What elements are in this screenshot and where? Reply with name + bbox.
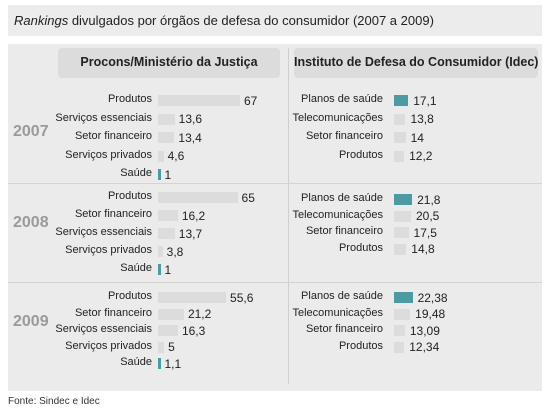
bar-saude: [158, 358, 161, 369]
chart-panel: [8, 44, 542, 391]
year-label-2007: 2007: [13, 123, 49, 140]
category-label-saude: Saúde: [120, 356, 152, 368]
column-separator: [288, 48, 289, 384]
bar-setor-financeiro: [394, 132, 406, 143]
bar-produtos: [394, 243, 407, 255]
bar-saude: [158, 169, 161, 180]
bar-servicos-privados: [158, 150, 164, 162]
value-label: 5: [168, 340, 175, 354]
bar-planos-de-saude: [394, 292, 413, 303]
value-label: 1,1: [164, 356, 182, 371]
value-label: 3,8: [166, 244, 184, 259]
bar-telecomunicacoes: [394, 113, 406, 125]
year-separator: [8, 282, 542, 283]
value-label: 13,6: [178, 112, 202, 126]
value-label: 14: [410, 130, 424, 145]
value-label: 12,2: [409, 149, 433, 163]
category-label-produtos: Produtos: [338, 241, 383, 254]
value-label: 16,3: [181, 323, 206, 338]
left-column-title: Procons/Ministério da Justiça: [80, 55, 258, 69]
category-label-produtos: Produtos: [338, 339, 383, 352]
category-label-saude: Saúde: [120, 167, 152, 179]
bar-produtos: [394, 150, 405, 162]
value-label: 16,2: [181, 208, 206, 223]
value-label: 55,6: [230, 290, 254, 305]
value-label: 20,5: [416, 209, 440, 223]
category-label-produtos: Produtos: [107, 190, 152, 202]
bar-setor-financeiro: [158, 308, 184, 320]
bar-planos-de-saude: [394, 95, 409, 106]
value-label: 65: [241, 190, 255, 205]
category-label-setor-financeiro: Setor financeiro: [305, 130, 383, 142]
bar-setor-financeiro: [158, 132, 175, 143]
category-label-produtos: Produtos: [107, 290, 152, 302]
category-label-servicos-privados: Serviços privados: [65, 339, 152, 352]
bar-setor-financeiro: [394, 325, 405, 336]
category-label-setor-financeiro: Setor financeiro: [305, 323, 383, 335]
bar-servicos-privados: [158, 246, 163, 257]
bar-saude: [158, 264, 161, 275]
bar-produtos: [158, 192, 238, 203]
bar-telecomunicacoes: [394, 308, 411, 320]
category-label-servicos-essenciais: Serviços essenciais: [55, 323, 152, 335]
category-label-setor-financeiro: Setor financeiro: [74, 306, 152, 319]
year-separator: [8, 183, 542, 184]
value-label: 17,1: [413, 93, 437, 108]
bar-servicos-essenciais: [158, 325, 178, 336]
title-italic: Rankings: [14, 13, 69, 28]
value-label: 17,5: [413, 225, 437, 240]
source-note: Fonte: Sindec e Idec: [8, 396, 100, 407]
bar-produtos: [158, 95, 240, 106]
value-label: 21,8: [417, 192, 441, 207]
chart-title: Rankings divulgados por órgãos de defesa…: [8, 5, 542, 36]
value-label: 13,4: [178, 130, 202, 145]
category-label-setor-financeiro: Setor financeiro: [74, 208, 152, 220]
value-label: 1: [164, 262, 172, 277]
bar-servicos-essenciais: [158, 228, 175, 239]
category-label-produtos: Produtos: [338, 148, 383, 161]
category-label-servicos-essenciais: Serviços essenciais: [55, 111, 152, 124]
category-label-planos-de-saude: Planos de saúde: [301, 192, 383, 204]
value-label: 22,38: [417, 290, 448, 305]
value-label: 19,48: [415, 307, 446, 321]
category-label-telecomunicacoes: Telecomunicações: [292, 111, 384, 124]
bar-planos-de-saude: [394, 194, 413, 205]
category-label-telecomunicacoes: Telecomunicações: [292, 306, 384, 319]
right-column-title: Instituto de Defesa do Consumidor (Idec): [294, 55, 539, 69]
value-label: 14,8: [411, 242, 435, 256]
bar-servicos-essenciais: [158, 113, 175, 125]
value-label: 67: [244, 93, 258, 108]
category-label-servicos-privados: Serviços privados: [65, 148, 152, 161]
category-label-setor-financeiro: Setor financeiro: [74, 130, 152, 142]
bar-produtos: [394, 341, 405, 353]
year-label-2009: 2009: [13, 313, 49, 330]
bar-produtos: [158, 292, 227, 303]
right-column-header: Instituto de Defesa do Consumidor (Idec): [294, 48, 538, 78]
value-label: 13,8: [410, 112, 434, 126]
category-label-planos-de-saude: Planos de saúde: [301, 93, 383, 105]
title-rest: divulgados por órgãos de defesa do consu…: [68, 13, 434, 28]
category-label-setor-financeiro: Setor financeiro: [305, 225, 383, 237]
bar-servicos-privados: [158, 341, 165, 353]
bar-setor-financeiro: [394, 227, 409, 238]
category-label-planos-de-saude: Planos de saúde: [301, 290, 383, 302]
category-label-servicos-essenciais: Serviços essenciais: [55, 226, 152, 238]
value-label: 12,34: [409, 340, 440, 354]
category-label-servicos-privados: Serviços privados: [65, 244, 152, 256]
left-column-header: Procons/Ministério da Justiça: [58, 48, 280, 78]
category-label-saude: Saúde: [120, 262, 152, 274]
year-label-2008: 2008: [13, 214, 49, 231]
category-label-produtos: Produtos: [107, 93, 152, 105]
bar-setor-financeiro: [158, 210, 178, 221]
value-label: 4,6: [167, 149, 185, 163]
value-label: 13,09: [409, 323, 440, 338]
value-label: 13,7: [178, 226, 203, 241]
bar-telecomunicacoes: [394, 210, 411, 222]
value-label: 21,2: [187, 307, 212, 321]
category-label-telecomunicacoes: Telecomunicações: [292, 208, 384, 221]
value-label: 1: [164, 167, 172, 182]
